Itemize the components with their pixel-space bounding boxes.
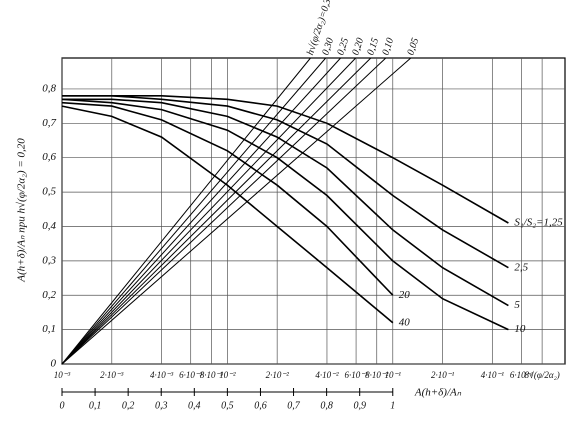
x-tick-label: 4·10⁻¹ <box>481 370 505 380</box>
x2-tick-label: 0,5 <box>221 400 234 411</box>
curve-label: S₁/S₂=1,25 <box>514 217 563 229</box>
ray-label: 0,25 <box>335 37 351 57</box>
curve-label: 10 <box>514 323 526 335</box>
x-tick-label: 2·10⁻² <box>266 370 290 380</box>
y-tick-label: 0,2 <box>42 289 56 301</box>
y-tick-label: 0,5 <box>42 186 56 198</box>
y-tick-label: 0 <box>51 358 57 370</box>
y-tick-label: 0,1 <box>42 323 56 335</box>
x2-tick-label: 0,9 <box>353 400 366 411</box>
x2-tick-label: 1 <box>390 400 395 411</box>
x2-tick-label: 0,7 <box>287 400 301 411</box>
x-tick-label: 6·10⁻² <box>344 370 368 380</box>
x2-tick-label: 0,3 <box>155 400 168 411</box>
ray <box>61 57 327 365</box>
curve-label: 2,5 <box>514 261 528 273</box>
x2-tick-label: 0,6 <box>254 400 267 411</box>
y-tick-label: 0,8 <box>42 82 56 94</box>
ray <box>61 57 311 365</box>
x-tick-label: 2·10⁻¹ <box>431 370 455 380</box>
x-tick-label: 8√(φ/2α₂) <box>524 370 559 380</box>
ray <box>61 57 387 365</box>
x2-tick-label: 0,2 <box>122 400 135 411</box>
x-tick-label: 10⁻¹ <box>385 370 402 380</box>
x2-tick-label: 0,4 <box>188 400 201 411</box>
curve <box>61 98 509 331</box>
y-tick-label: 0,6 <box>42 151 56 163</box>
x-tick-label: 2·10⁻³ <box>100 370 124 380</box>
x-tick-label: 6·10⁻³ <box>179 370 203 380</box>
x-tick-label: 4·10⁻² <box>315 370 339 380</box>
curve <box>61 101 394 296</box>
curve-label: 5 <box>514 299 520 311</box>
x-tick-label: 10⁻³ <box>54 370 71 380</box>
plot-frame <box>61 57 566 365</box>
curve <box>61 105 394 324</box>
ray-label: 0,30 <box>320 37 336 57</box>
x-tick-label: 4·10⁻³ <box>150 370 174 380</box>
y-tick-label: 0,7 <box>42 117 56 129</box>
x2-axis-label: A(h+δ)/Aₙ <box>414 387 462 399</box>
curve <box>62 98 509 307</box>
x2-tick-label: 0,1 <box>89 400 102 411</box>
ray <box>61 57 372 365</box>
x-tick-label: 8·10⁻³ <box>200 370 224 380</box>
x-tick-label: 6·10⁻¹ <box>510 370 534 380</box>
y-axis-label: A(h+δ)/Aₙ при h√(φ/2α₂) = 0,20 <box>16 138 28 283</box>
y-tick-label: 0,3 <box>42 254 56 266</box>
x2-tick-label: 0,8 <box>320 400 333 411</box>
x-tick-label: 10⁻² <box>219 370 236 380</box>
ray-label: 0,15 <box>365 37 381 57</box>
x-tick-label: 8·10⁻² <box>365 370 389 380</box>
ray <box>61 57 341 365</box>
curve-label: 40 <box>399 316 411 328</box>
curve <box>62 95 509 269</box>
ray-label: 0,10 <box>380 37 396 57</box>
ray <box>61 57 412 365</box>
ray-label: 0,20 <box>350 37 366 57</box>
ray-label: 0,05 <box>405 37 421 57</box>
ray <box>61 57 357 365</box>
curve-label: 20 <box>399 289 411 301</box>
curve <box>62 95 509 224</box>
y-tick-label: 0,4 <box>42 220 56 232</box>
x2-tick-label: 0 <box>60 400 65 411</box>
